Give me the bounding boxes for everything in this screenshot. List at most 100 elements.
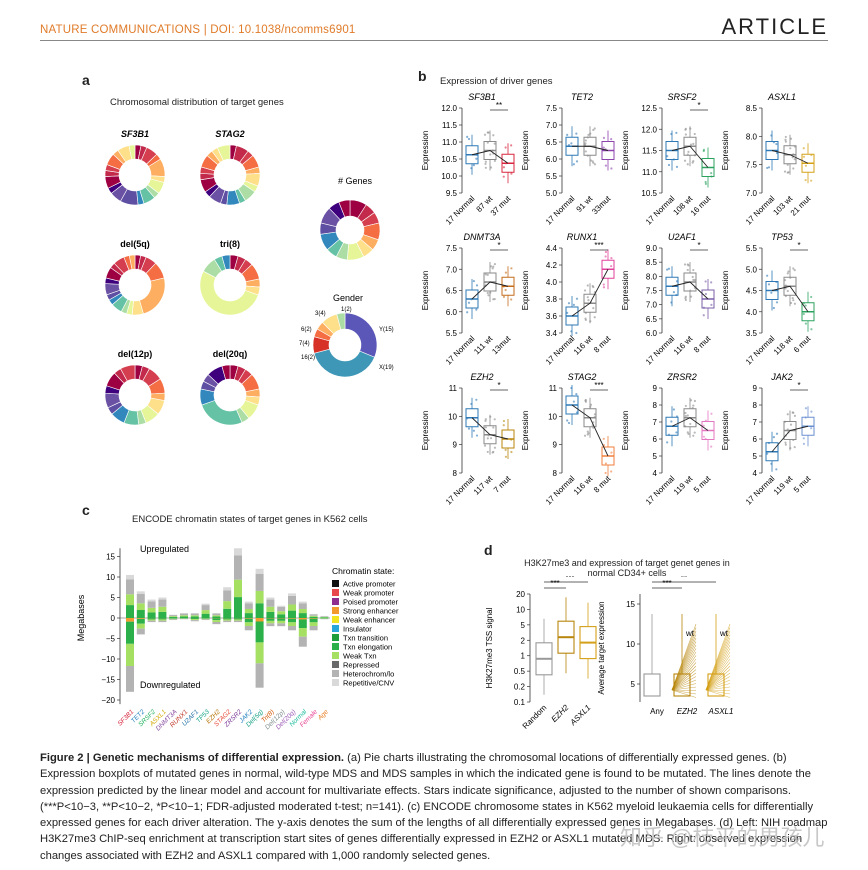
data-point	[475, 398, 478, 401]
boxplot-title: RUNX1	[567, 232, 598, 242]
data-point	[775, 301, 779, 304]
model-line	[671, 145, 709, 168]
gender-title: Gender	[333, 293, 363, 303]
data-point	[566, 133, 569, 136]
data-point	[693, 431, 696, 434]
y-tick-label: −15	[101, 676, 115, 685]
chromatin-bar-chart: Megabases 15 10 5 0 −5 −10 −15 −20 Upregulated Dow…	[76, 544, 399, 732]
data-point	[683, 263, 687, 266]
data-point	[789, 137, 793, 140]
data-point	[702, 314, 705, 317]
y-tick-label: 5.5	[546, 172, 558, 181]
expression-line	[705, 689, 731, 695]
article-type: ARTICLE	[721, 14, 828, 39]
gender-label-y: Y(15)	[379, 327, 394, 333]
bar-segment	[158, 597, 167, 600]
data-point	[504, 288, 507, 292]
legend-title: Chromatin state:	[332, 566, 394, 576]
data-point	[589, 403, 593, 406]
bar-segment	[288, 622, 296, 626]
bar-segment	[320, 617, 329, 618]
data-point	[666, 441, 669, 444]
data-point	[684, 127, 687, 130]
data-point	[686, 163, 689, 166]
panel-c-title: ENCODE chromatin states of target genes …	[132, 514, 368, 525]
bar-segment	[147, 612, 156, 618]
data-point	[804, 322, 808, 325]
expression-line	[705, 689, 731, 691]
y-label: Expression	[421, 271, 430, 311]
bar-segment	[169, 616, 178, 618]
left-y-label: H3K27me3 TSS signal	[485, 607, 494, 688]
expression-line	[671, 672, 697, 691]
y-tick-label: 7.5	[646, 287, 658, 296]
x-tick-label: 17 Normal	[444, 194, 477, 227]
y-tick-label: 4	[753, 469, 758, 478]
panel-d-label: d	[484, 542, 493, 558]
bar-segment	[201, 618, 210, 620]
bar-segment	[126, 574, 134, 580]
expression-line	[705, 648, 731, 691]
bar-segment	[244, 608, 253, 614]
data-point	[593, 316, 596, 319]
data-point	[710, 172, 713, 175]
y-label: Expression	[421, 131, 430, 171]
model-line	[671, 417, 709, 431]
data-point	[487, 294, 490, 297]
data-point	[572, 163, 575, 166]
pie-wedge	[221, 254, 231, 270]
wt-label: wt	[719, 629, 729, 638]
bar-segment	[223, 619, 232, 621]
sig-stars: ***	[594, 241, 603, 250]
data-point	[486, 291, 489, 295]
gender-label-d: 7(4)	[299, 341, 310, 347]
data-point	[787, 270, 790, 273]
boxplot-title: U2AF1	[668, 232, 696, 242]
data-point	[592, 161, 595, 164]
bar-segment	[126, 579, 134, 595]
data-point	[502, 175, 505, 178]
data-point	[793, 158, 796, 161]
boxplot-SF3B1: SF3B1 12.0 11.5 11.0 10.5 10.0 9.5 Expression 17…	[421, 92, 515, 227]
data-point	[486, 141, 489, 144]
y-label: Expression	[621, 131, 630, 171]
x-tick-label: 111 wt	[472, 334, 495, 357]
y-tick-label: 6.0	[646, 329, 658, 338]
data-point	[710, 281, 713, 284]
legend-swatch	[332, 616, 339, 623]
bar-segment	[136, 594, 145, 604]
bar-segment	[126, 621, 134, 644]
bar-segment	[136, 628, 145, 635]
data-point	[475, 308, 478, 311]
y-tick-label: 11	[449, 384, 458, 393]
genes-pie: # Genes	[319, 176, 381, 261]
bar-segment	[136, 591, 145, 595]
bar-segment	[255, 621, 264, 643]
gender-label-c: 6(2)	[301, 327, 312, 333]
bar-segment	[180, 613, 188, 616]
data-point	[684, 404, 687, 408]
bar-STAG2: STAG2	[213, 587, 233, 728]
data-point	[584, 139, 587, 142]
legend-label: Insulator	[343, 625, 372, 634]
data-point	[766, 166, 769, 170]
y-label: Expression	[521, 271, 530, 311]
bar-segment	[223, 590, 232, 602]
data-point	[802, 312, 805, 316]
bar-segment	[136, 603, 145, 611]
bar-segment	[298, 618, 307, 620]
y-label: Expression	[721, 271, 730, 311]
data-point	[704, 182, 708, 185]
bar-segment	[147, 601, 156, 608]
bar-segment	[126, 618, 134, 622]
data-point	[710, 303, 713, 306]
y-tick-label: 11.0	[642, 168, 658, 177]
x-tick-label: 16 mut	[689, 194, 713, 218]
bar-segment	[201, 610, 210, 614]
bar-segment	[298, 619, 307, 629]
bar-segment	[169, 617, 178, 618]
data-point	[704, 180, 707, 184]
y-label: Expression	[421, 411, 430, 451]
legend-swatch	[332, 661, 339, 668]
x-tick-label: 37 mut	[489, 194, 513, 218]
